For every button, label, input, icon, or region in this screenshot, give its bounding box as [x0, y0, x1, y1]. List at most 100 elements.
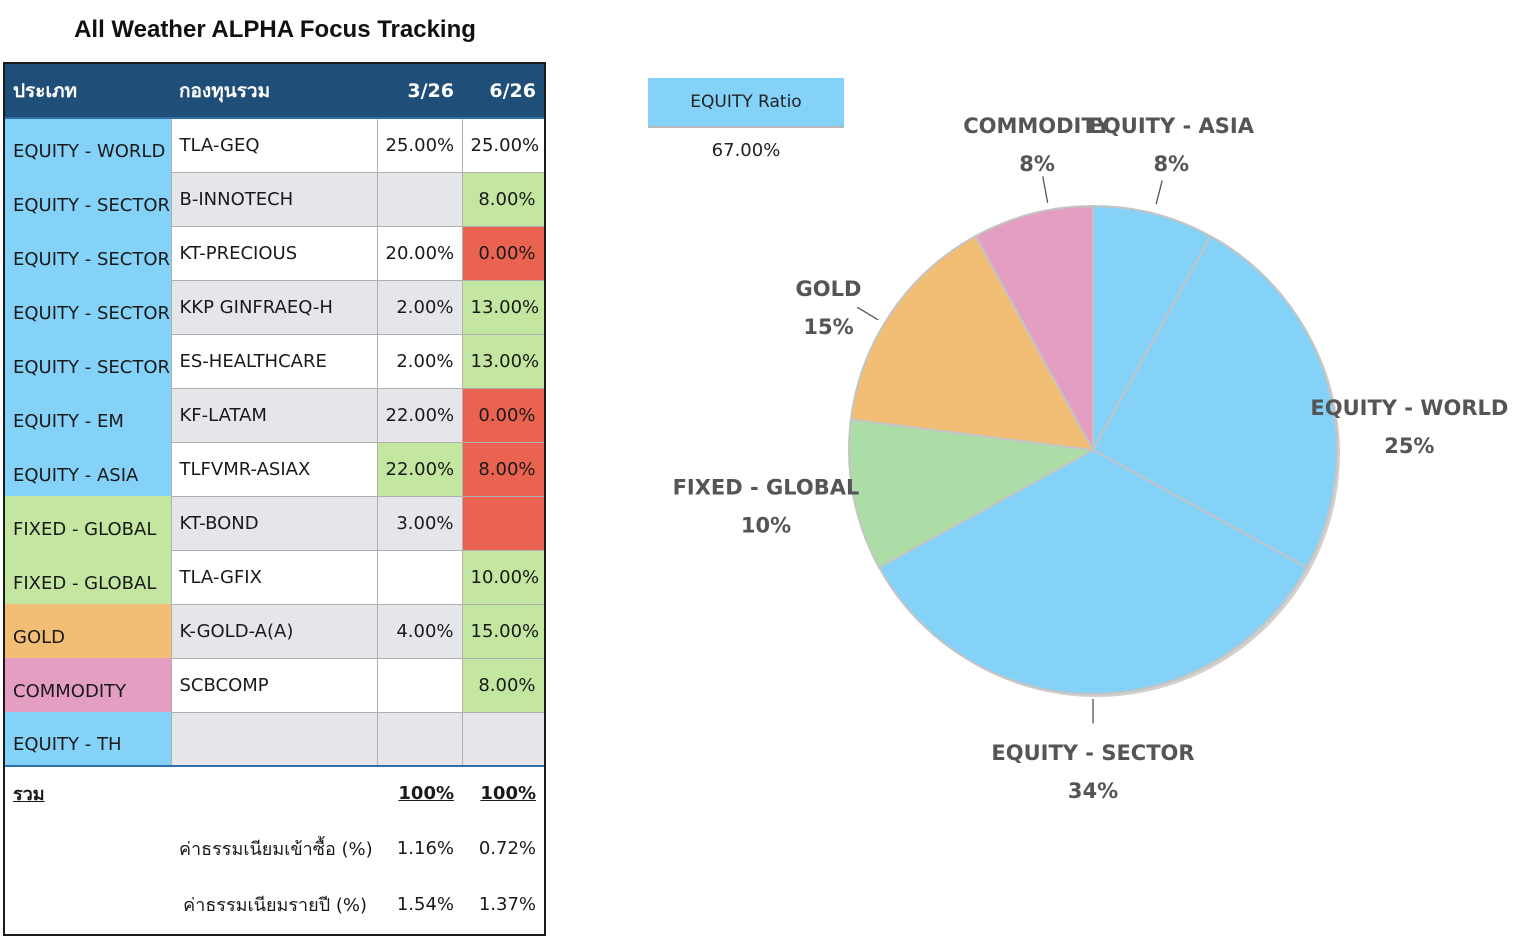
header-fund: กองทุนรวม — [171, 64, 377, 119]
header-type: ประเภท — [5, 64, 171, 119]
row-q2-cell: 8.00% — [461, 441, 544, 497]
equity-ratio-value: 67.00% — [711, 140, 781, 161]
row-fund-cell: KKP GINFRAEQ-H — [170, 279, 378, 335]
pie-leader-line — [1155, 180, 1163, 205]
table-row: EQUITY - WORLD TLA-GEQ 25.00% 25.00% — [5, 117, 544, 173]
row-q2-cell: 15.00% — [461, 603, 544, 659]
table-row: EQUITY - EM KF-LATAM 22.00% 0.00% — [5, 387, 544, 443]
fee-row-entry: ค่าธรรมเนียมเข้าซื้อ (%) 1.16% 0.72% — [5, 820, 544, 876]
row-q1-cell: 4.00% — [376, 603, 463, 659]
row-fund-cell: TLA-GEQ — [170, 117, 378, 173]
pie-label-value: 34% — [1068, 779, 1118, 803]
row-fund-cell: K-GOLD-A(A) — [170, 603, 378, 659]
row-fund-cell: TLA-GFIX — [170, 549, 378, 605]
table-row: EQUITY - ASIA TLFVMR-ASIAX 22.00% 8.00% — [5, 441, 544, 497]
row-q1-cell — [376, 171, 463, 227]
pie-slice-gold — [849, 234, 1095, 452]
table-row: FIXED - GLOBAL KT-BOND 3.00% — [5, 495, 544, 551]
table-row: EQUITY - SECTOR ES-HEALTHCARE 2.00% 13.00% — [5, 333, 544, 389]
fee-entry-q2: 0.72% — [478, 837, 536, 859]
row-q2-cell — [461, 495, 544, 551]
pie-label-name: EQUITY - ASIA — [1089, 114, 1255, 138]
table-row: EQUITY - TH — [5, 711, 544, 767]
fee-annual-q2: 1.37% — [478, 893, 536, 915]
row-type-cell: FIXED - GLOBAL — [5, 550, 172, 604]
fee-annual-q1: 1.54% — [396, 893, 454, 915]
fee-entry-label: ค่าธรรมเนียมเข้าซื้อ (%) — [179, 838, 373, 860]
row-fund-cell — [170, 711, 378, 767]
row-q2-cell: 10.00% — [461, 549, 544, 605]
total-q1: 100% — [377, 765, 462, 820]
header-q2: 6/26 — [462, 64, 544, 119]
row-q2-cell: 8.00% — [461, 171, 544, 227]
row-type-cell: COMMODITY — [5, 658, 172, 712]
row-type-cell: EQUITY - SECTOR — [5, 334, 172, 388]
row-q2-cell — [461, 711, 544, 767]
pie-label-name: FIXED - GLOBAL — [673, 475, 860, 499]
row-q1-cell — [376, 549, 463, 605]
row-type-cell: EQUITY - EM — [5, 388, 172, 442]
row-fund-cell: B-INNOTECH — [170, 171, 378, 227]
row-fund-cell: KT-BOND — [170, 495, 378, 551]
equity-ratio-label: EQUITY Ratio — [648, 78, 844, 128]
pie-slice-equity-world — [1091, 234, 1338, 569]
row-q1-cell: 22.00% — [376, 441, 463, 497]
pie-leader-line — [1042, 176, 1049, 203]
total-row: รวม 100% 100% — [5, 765, 544, 820]
pie-slice-fixed-global — [848, 418, 1097, 569]
table-row: EQUITY - SECTOR KKP GINFRAEQ-H 2.00% 13.00% — [5, 279, 544, 335]
row-q1-cell: 3.00% — [376, 495, 463, 551]
pie-label-name: COMMODITY — [963, 114, 1111, 138]
header-q1: 3/26 — [377, 64, 462, 119]
row-q1-cell: 20.00% — [376, 225, 463, 281]
row-type-cell: EQUITY - WORLD — [5, 118, 172, 172]
row-q2-cell: 25.00% — [461, 117, 544, 173]
row-fund-cell: KF-LATAM — [170, 387, 378, 443]
row-q1-cell: 22.00% — [376, 387, 463, 443]
row-type-cell: FIXED - GLOBAL — [5, 496, 172, 550]
total-label: รวม — [5, 765, 171, 820]
row-q2-cell: 13.00% — [461, 279, 544, 335]
table-row: EQUITY - SECTOR B-INNOTECH 8.00% — [5, 171, 544, 227]
pie-leader-line — [856, 306, 879, 321]
fee-entry-q1: 1.16% — [396, 837, 454, 859]
row-q2-cell: 0.00% — [461, 387, 544, 443]
table-row: GOLD K-GOLD-A(A) 4.00% 15.00% — [5, 603, 544, 659]
pie-label-name: GOLD — [796, 277, 862, 301]
row-fund-cell: KT-PRECIOUS — [170, 225, 378, 281]
table-row: COMMODITY SCBCOMP 8.00% — [5, 657, 544, 713]
pie-slice-commodity — [974, 204, 1094, 451]
row-fund-cell: SCBCOMP — [170, 657, 378, 713]
pie-label-value: 8% — [1019, 152, 1055, 176]
row-type-cell: GOLD — [5, 604, 172, 658]
row-q2-cell: 8.00% — [461, 657, 544, 713]
row-type-cell: EQUITY - SECTOR — [5, 172, 172, 226]
total-q2: 100% — [462, 765, 544, 820]
pie-label-value: 10% — [741, 513, 791, 537]
row-type-cell: EQUITY - TH — [5, 712, 172, 766]
row-q1-cell: 25.00% — [376, 117, 463, 173]
row-q1-cell: 2.00% — [376, 333, 463, 389]
row-q2-cell: 0.00% — [461, 225, 544, 281]
row-q1-cell: 2.00% — [376, 279, 463, 335]
fee-row-annual: ค่าธรรมเนียมรายปี (%) 1.54% 1.37% — [5, 876, 544, 932]
row-q1-cell — [376, 657, 463, 713]
pie-label-name: EQUITY - SECTOR — [991, 741, 1194, 765]
table-row: EQUITY - SECTOR KT-PRECIOUS 20.00% 0.00% — [5, 225, 544, 281]
row-type-cell: EQUITY - SECTOR — [5, 280, 172, 334]
row-type-cell: EQUITY - SECTOR — [5, 226, 172, 280]
pie-slice-equity-sector — [877, 448, 1309, 695]
pie-label-value: 15% — [803, 315, 853, 339]
row-q1-cell — [376, 711, 463, 767]
chart-title: All Weather ALPHA Focus Tracking — [74, 16, 476, 43]
pie-label-value: 8% — [1153, 152, 1189, 176]
allocation-table: ประเภท กองทุนรวม 3/26 6/26 EQUITY - WORL… — [3, 62, 546, 936]
table-header-row: ประเภท กองทุนรวม 3/26 6/26 — [5, 64, 544, 119]
row-type-cell: EQUITY - ASIA — [5, 442, 172, 496]
row-fund-cell: TLFVMR-ASIAX — [170, 441, 378, 497]
table-row: FIXED - GLOBAL TLA-GFIX 10.00% — [5, 549, 544, 605]
row-q2-cell: 13.00% — [461, 333, 544, 389]
pie-label-name: EQUITY - WORLD — [1310, 396, 1508, 420]
row-fund-cell: ES-HEALTHCARE — [170, 333, 378, 389]
pie-slice-equity-asia — [1092, 204, 1212, 451]
